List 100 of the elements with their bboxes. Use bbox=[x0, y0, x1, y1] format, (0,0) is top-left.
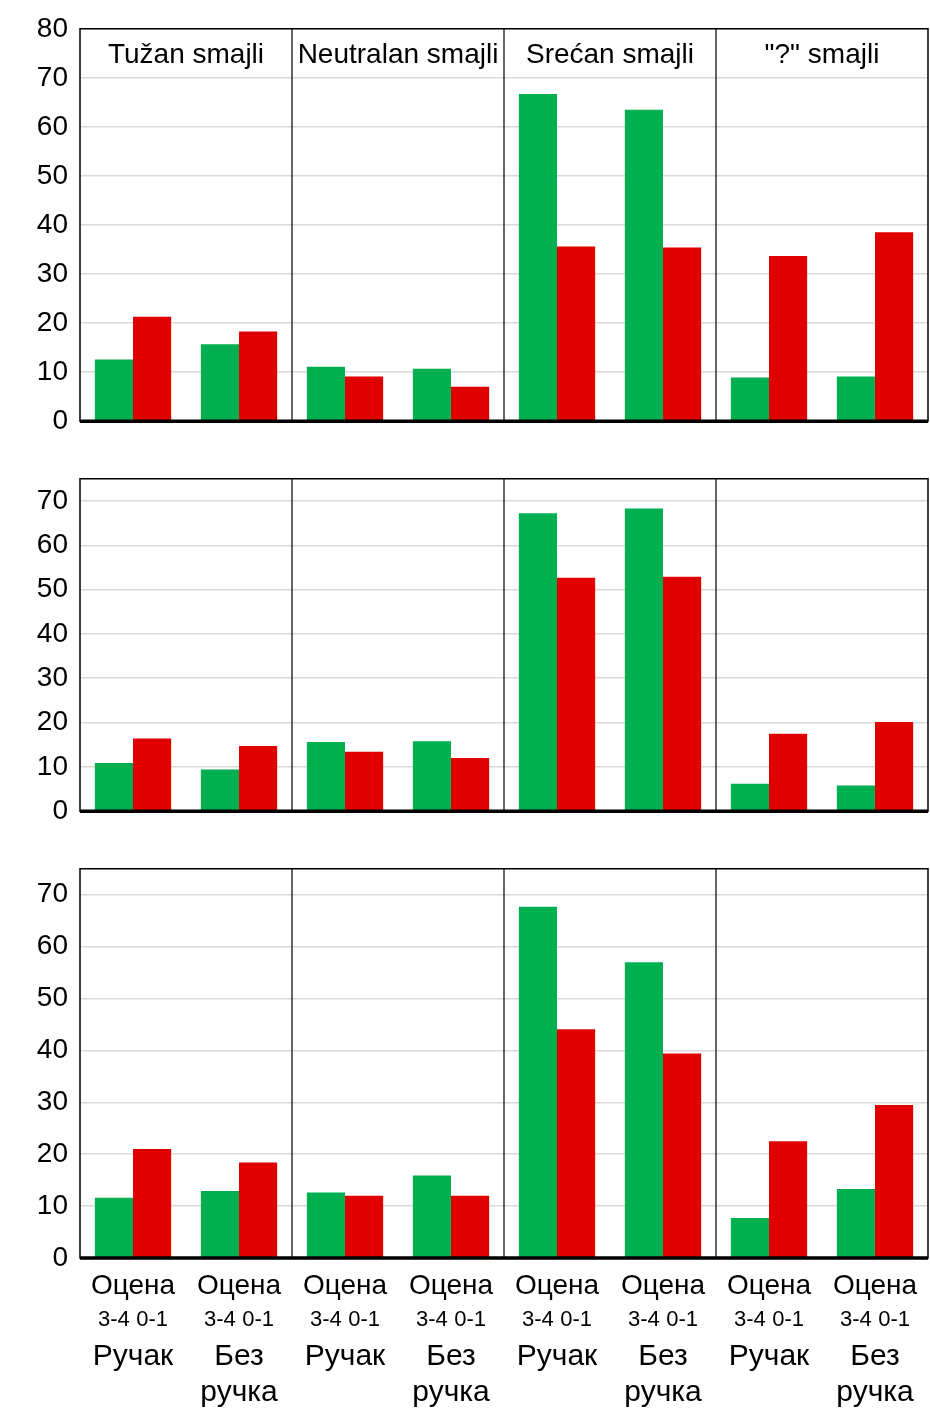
bar bbox=[769, 1141, 808, 1258]
x-tick-label: Без ручка bbox=[412, 1338, 491, 1408]
y-tick-label: 60 bbox=[36, 109, 68, 141]
x-axis-title: Оцена bbox=[90, 1268, 176, 1300]
bar bbox=[412, 1175, 451, 1258]
bar bbox=[200, 769, 239, 811]
text: 0-1 bbox=[560, 1306, 592, 1332]
bar bbox=[875, 232, 914, 421]
x-tick-label: Без ручка bbox=[624, 1338, 703, 1408]
bar bbox=[306, 742, 345, 811]
text: 0-1 bbox=[348, 1306, 380, 1332]
text: Оцена bbox=[302, 1268, 388, 1300]
annotation: "?" smajli bbox=[764, 37, 880, 69]
text: 3-4 bbox=[310, 1306, 342, 1332]
x-tick-label: Ручак bbox=[516, 1338, 599, 1372]
bar bbox=[200, 344, 239, 421]
text: 0-1 bbox=[666, 1306, 698, 1332]
y-tick-label: 0 bbox=[52, 403, 68, 435]
y-tick-label: 20 bbox=[36, 305, 68, 337]
bar bbox=[345, 751, 384, 811]
bar bbox=[306, 1192, 345, 1258]
text: Оцена bbox=[832, 1268, 918, 1300]
bar bbox=[239, 1162, 278, 1258]
bar bbox=[730, 377, 769, 421]
bar bbox=[875, 722, 914, 811]
y-tick-label: 0 bbox=[52, 1240, 68, 1272]
text: 3-4 bbox=[204, 1306, 236, 1332]
text: 0-1 bbox=[772, 1306, 804, 1332]
bar bbox=[94, 762, 133, 811]
bar bbox=[239, 331, 278, 421]
y-tick-label: 20 bbox=[36, 705, 68, 737]
bar bbox=[624, 109, 663, 421]
bar bbox=[875, 1104, 914, 1258]
y-tick-label: 80 bbox=[36, 11, 68, 43]
bar bbox=[345, 1195, 384, 1258]
text: 3-4 bbox=[98, 1306, 130, 1332]
y-tick-label: 60 bbox=[36, 929, 68, 961]
x-tick-label: Без ручка bbox=[836, 1338, 915, 1408]
y-tick-label: 10 bbox=[36, 1188, 68, 1220]
text: 0-1 bbox=[878, 1306, 910, 1332]
y-tick-label: 50 bbox=[36, 572, 68, 604]
bar bbox=[133, 738, 172, 811]
bar bbox=[836, 376, 875, 421]
bar bbox=[451, 386, 490, 421]
bar bbox=[94, 1197, 133, 1258]
bar bbox=[557, 246, 596, 421]
text: 3-4 bbox=[734, 1306, 766, 1332]
y-tick-label: 20 bbox=[36, 1136, 68, 1168]
y-tick-label: 40 bbox=[36, 207, 68, 239]
bar bbox=[133, 1149, 172, 1258]
text: Оцена bbox=[620, 1268, 706, 1300]
x-tick-label: Ручак bbox=[728, 1338, 811, 1372]
x-tick-label: Без ручка bbox=[200, 1338, 279, 1408]
y-tick-label: 30 bbox=[36, 1085, 68, 1117]
bar bbox=[624, 962, 663, 1258]
bar bbox=[345, 376, 384, 421]
text: 3-4 bbox=[628, 1306, 660, 1332]
bar bbox=[412, 368, 451, 421]
bar bbox=[518, 906, 557, 1258]
text: 3-4 bbox=[840, 1306, 872, 1332]
bar bbox=[451, 758, 490, 811]
text: Оцена bbox=[726, 1268, 812, 1300]
bar bbox=[730, 783, 769, 811]
bar bbox=[769, 733, 808, 811]
bar bbox=[133, 316, 172, 421]
bar bbox=[557, 1029, 596, 1258]
bar bbox=[557, 577, 596, 811]
text: Оцена bbox=[196, 1268, 282, 1300]
y-tick-label: 60 bbox=[36, 528, 68, 559]
bar bbox=[663, 247, 702, 421]
y-tick-label: 10 bbox=[36, 749, 68, 781]
y-tick-label: 40 bbox=[36, 616, 68, 648]
text: 0-1 bbox=[454, 1306, 486, 1332]
y-tick-label: 40 bbox=[36, 1033, 68, 1065]
text: 3-4 bbox=[416, 1306, 448, 1332]
text: Оцена bbox=[514, 1268, 600, 1300]
bar bbox=[451, 1195, 490, 1258]
bar bbox=[200, 1191, 239, 1258]
x-tick-label: Ручак bbox=[304, 1338, 387, 1372]
bar bbox=[306, 366, 345, 421]
bar bbox=[663, 576, 702, 811]
y-tick-label: 30 bbox=[36, 256, 68, 288]
text: Оцена bbox=[408, 1268, 494, 1300]
bar bbox=[624, 508, 663, 811]
y-tick-label: 50 bbox=[36, 981, 68, 1013]
y-tick-label: 70 bbox=[36, 877, 68, 909]
bar bbox=[836, 1188, 875, 1258]
bar bbox=[769, 255, 808, 421]
bar bbox=[518, 94, 557, 421]
bar bbox=[836, 785, 875, 811]
y-tick-label: 10 bbox=[36, 354, 68, 386]
x-tick-label: Ручак bbox=[92, 1338, 175, 1372]
y-tick-label: 70 bbox=[36, 483, 68, 515]
y-tick-label: 50 bbox=[36, 158, 68, 190]
bar bbox=[239, 746, 278, 811]
bar bbox=[730, 1218, 769, 1258]
text: 3-4 bbox=[522, 1306, 554, 1332]
y-tick-label: 70 bbox=[36, 60, 68, 92]
text: 0-1 bbox=[242, 1306, 274, 1332]
y-tick-label: 0 bbox=[52, 793, 68, 825]
